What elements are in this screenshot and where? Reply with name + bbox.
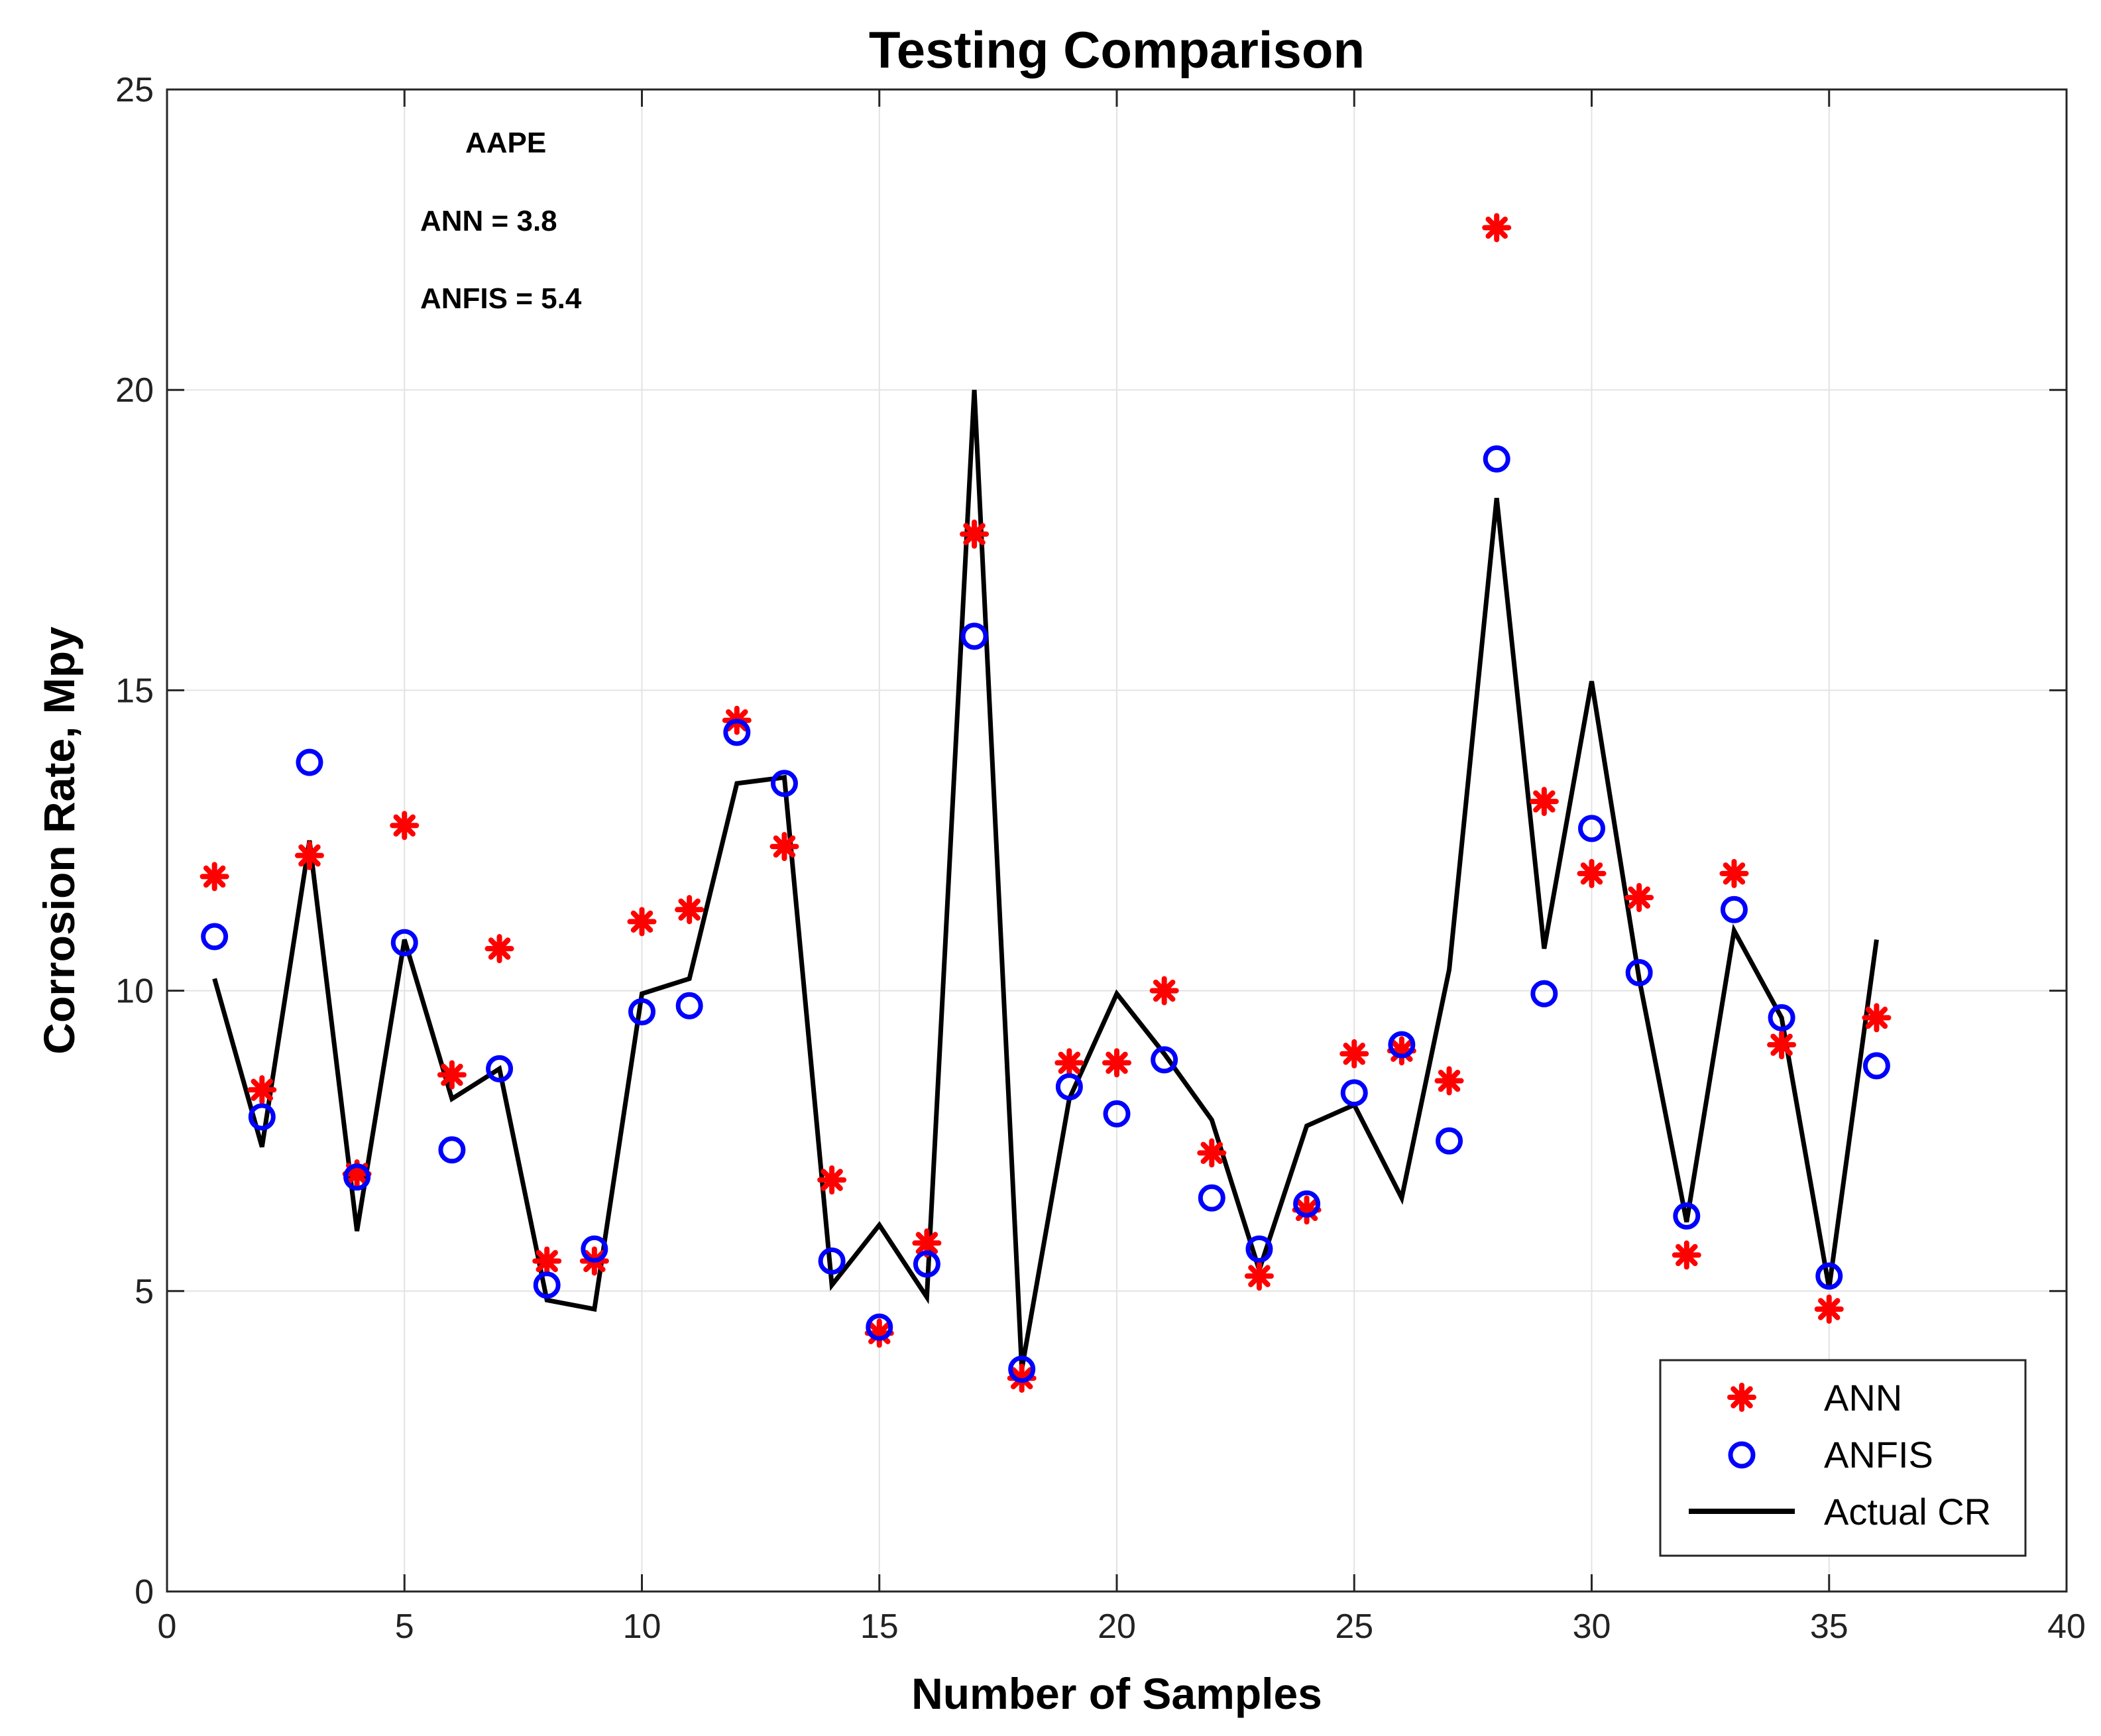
data-point-anfis — [1198, 1184, 1225, 1212]
data-point-ann — [484, 934, 514, 964]
legend: ANN ANFIS Actual CR — [1659, 1359, 2027, 1557]
data-point-ann — [1767, 1030, 1797, 1060]
legend-box — [1659, 1359, 2027, 1557]
data-point-anfis — [248, 1103, 276, 1131]
data-point-anfis — [723, 719, 751, 746]
data-point-ann — [627, 907, 657, 937]
data-point-ann — [437, 1060, 467, 1090]
aape-anfis-value: ANFIS = 5.4 — [420, 282, 582, 315]
data-point-ann — [769, 832, 799, 862]
aape-heading: AAPE — [465, 127, 546, 159]
data-point-anfis — [1293, 1190, 1321, 1218]
x-tick-label: 40 — [2047, 1607, 2086, 1646]
legend-marker-anfis — [1728, 1441, 1756, 1469]
x-tick-label: 10 — [623, 1607, 661, 1646]
data-point-anfis — [1578, 815, 1605, 842]
x-tick-label: 5 — [395, 1607, 414, 1646]
data-point-anfis — [1103, 1100, 1131, 1128]
data-point-ann — [960, 519, 990, 549]
data-point-ann — [1862, 1003, 1892, 1033]
data-point-anfis — [1768, 1004, 1795, 1031]
data-point-anfis — [1436, 1127, 1463, 1155]
grid-lines — [167, 89, 2067, 1591]
data-point-anfis — [296, 748, 323, 776]
data-point-anfis — [675, 992, 703, 1019]
data-point-anfis — [1673, 1202, 1701, 1230]
y-tick-label: 0 — [135, 1573, 154, 1611]
data-point-ann — [1814, 1294, 1844, 1324]
data-point-ann — [1434, 1066, 1464, 1096]
data-point-ann — [1577, 858, 1607, 888]
data-point-ann — [1054, 1048, 1084, 1078]
data-point-anfis — [1483, 445, 1510, 473]
data-point-ann — [199, 862, 229, 892]
x-tick-label: 35 — [1810, 1607, 1848, 1646]
y-tick-label: 20 — [115, 371, 154, 410]
data-point-anfis — [486, 1055, 514, 1082]
x-tick-label: 25 — [1335, 1607, 1373, 1646]
legend-label-ann: ANN — [1824, 1377, 1902, 1418]
data-point-anfis — [343, 1163, 371, 1191]
data-point-anfis — [818, 1247, 846, 1275]
data-point-anfis — [438, 1136, 466, 1164]
data-point-ann — [247, 1075, 277, 1105]
data-point-ann — [1624, 883, 1654, 913]
data-point-anfis — [1008, 1356, 1036, 1383]
data-point-anfis — [960, 622, 988, 650]
x-tick-label: 15 — [860, 1607, 899, 1646]
data-point-anfis — [1151, 1046, 1178, 1074]
data-point-anfis — [1530, 980, 1558, 1008]
data-point-anfis — [1625, 958, 1653, 986]
aape-ann-value: ANN = 3.8 — [420, 205, 557, 237]
data-series — [199, 213, 1892, 1393]
y-axis-label: Corrosion Rate, Mpy — [34, 626, 84, 1055]
data-point-ann — [1102, 1048, 1131, 1078]
data-point-ann — [1672, 1240, 1701, 1270]
data-point-anfis — [390, 929, 418, 956]
data-point-anfis — [913, 1250, 940, 1278]
data-point-anfis — [1388, 1031, 1416, 1059]
y-tick-label: 25 — [115, 71, 154, 109]
data-point-ann — [1482, 213, 1512, 243]
data-point-anfis — [1862, 1052, 1890, 1080]
data-point-ann — [294, 840, 324, 870]
legend-asterisk-ann — [1727, 1383, 1756, 1412]
data-point-anfis — [866, 1313, 893, 1341]
data-point-anfis — [1720, 896, 1748, 923]
y-tick-label: 10 — [115, 972, 154, 1011]
axis-ticks: 0 5 10 15 20 25 30 35 40 0 5 10 15 20 25 — [115, 71, 2086, 1646]
data-point-ann — [675, 895, 705, 925]
chart-title: Testing Comparison — [869, 21, 1365, 79]
data-point-ann — [1529, 787, 1559, 817]
legend-marker-ann — [1727, 1383, 1756, 1412]
data-point-ann — [1197, 1138, 1227, 1168]
data-point-ann — [1719, 858, 1749, 888]
data-point-anfis — [581, 1235, 608, 1263]
data-point-ann — [1244, 1261, 1274, 1291]
data-point-anfis — [628, 998, 655, 1025]
data-point-anfis — [1245, 1235, 1273, 1263]
y-tick-label: 5 — [135, 1273, 154, 1311]
legend-label-actual-cr: Actual CR — [1824, 1491, 1991, 1533]
data-point-anfis — [201, 923, 229, 951]
x-tick-label: 30 — [1573, 1607, 1611, 1646]
data-point-anfis — [1055, 1073, 1083, 1101]
y-tick-label: 15 — [115, 671, 154, 710]
data-point-ann — [1149, 976, 1179, 1006]
x-tick-label: 0 — [158, 1607, 177, 1646]
data-point-ann — [817, 1165, 847, 1195]
data-point-ann — [1339, 1039, 1369, 1069]
x-tick-label: 20 — [1098, 1607, 1136, 1646]
data-point-anfis — [770, 770, 798, 797]
data-point-anfis — [1815, 1262, 1843, 1290]
x-axis-label: Number of Samples — [911, 1669, 1322, 1718]
data-point-anfis — [1340, 1079, 1368, 1107]
legend-label-anfis: ANFIS — [1824, 1434, 1933, 1476]
data-point-ann — [532, 1246, 562, 1276]
data-point-anfis — [533, 1271, 561, 1299]
data-point-ann — [390, 811, 420, 840]
